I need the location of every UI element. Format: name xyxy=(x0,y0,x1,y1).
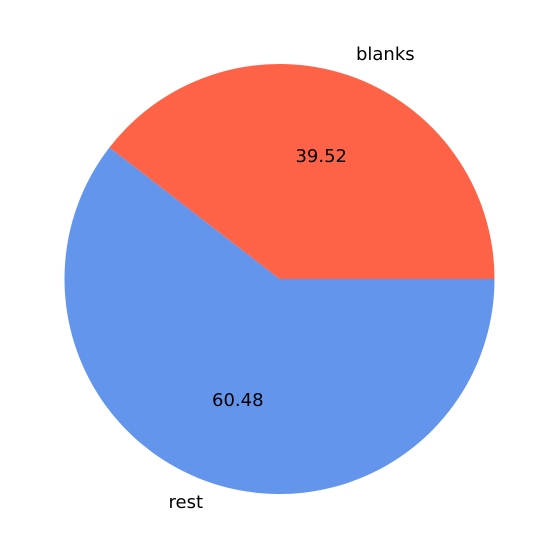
slice-value-label-rest: 60.48 xyxy=(212,390,264,411)
pie-slices xyxy=(64,63,495,495)
slice-value-label-blanks: 39.52 xyxy=(295,146,347,167)
pie-slice-rest xyxy=(64,147,495,495)
slice-label-blanks: blanks xyxy=(356,44,415,65)
pie-labels: blanks 39.52 rest 60.48 xyxy=(169,44,415,513)
pie-slice-blanks xyxy=(109,63,495,279)
slice-label-rest: rest xyxy=(169,492,204,513)
